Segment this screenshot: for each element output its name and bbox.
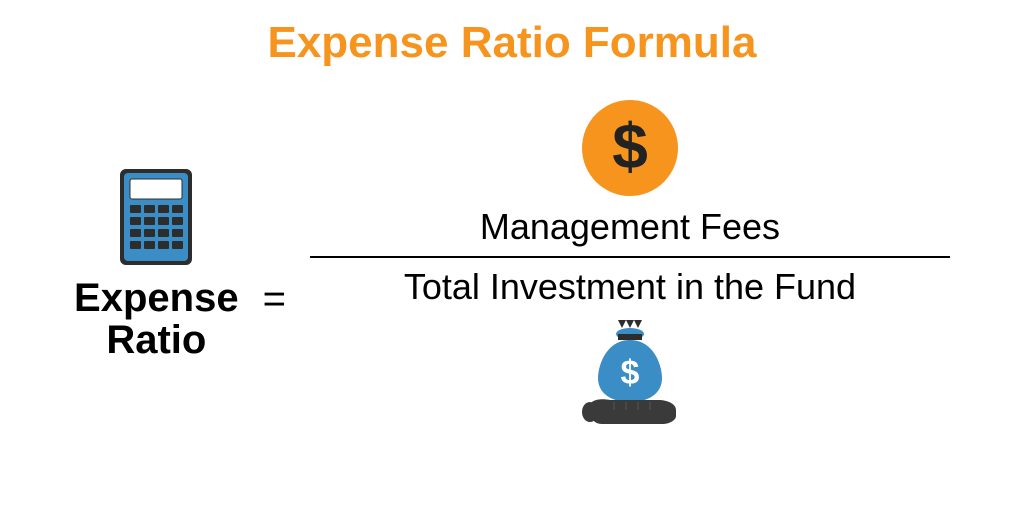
lhs-column: Expense Ratio	[74, 167, 239, 361]
svg-text:$: $	[612, 110, 648, 182]
page-title: Expense Ratio Formula	[0, 0, 1024, 68]
denominator-text: Total Investment in the Fund	[398, 266, 862, 308]
calculator-icon	[118, 167, 194, 267]
formula-row: Expense Ratio = $ Management Fees Total …	[0, 98, 1024, 430]
title-text: Expense Ratio Formula	[267, 18, 756, 67]
numerator-wrap: $ Management Fees	[474, 98, 786, 248]
dollar-coin-icon: $	[580, 98, 680, 198]
lhs-line1: Expense	[74, 277, 239, 319]
numerator-text: Management Fees	[474, 206, 786, 248]
equals-sign: =	[257, 277, 292, 322]
svg-text:$: $	[620, 354, 639, 392]
formula-lhs: Expense Ratio	[74, 277, 239, 361]
money-bag-icon: $	[570, 320, 690, 430]
lhs-line2: Ratio	[74, 319, 239, 361]
formula-fraction: $ Management Fees Total Investment in th…	[310, 98, 950, 430]
moneybag-wrap: $	[570, 320, 690, 430]
fraction-line	[310, 256, 950, 258]
